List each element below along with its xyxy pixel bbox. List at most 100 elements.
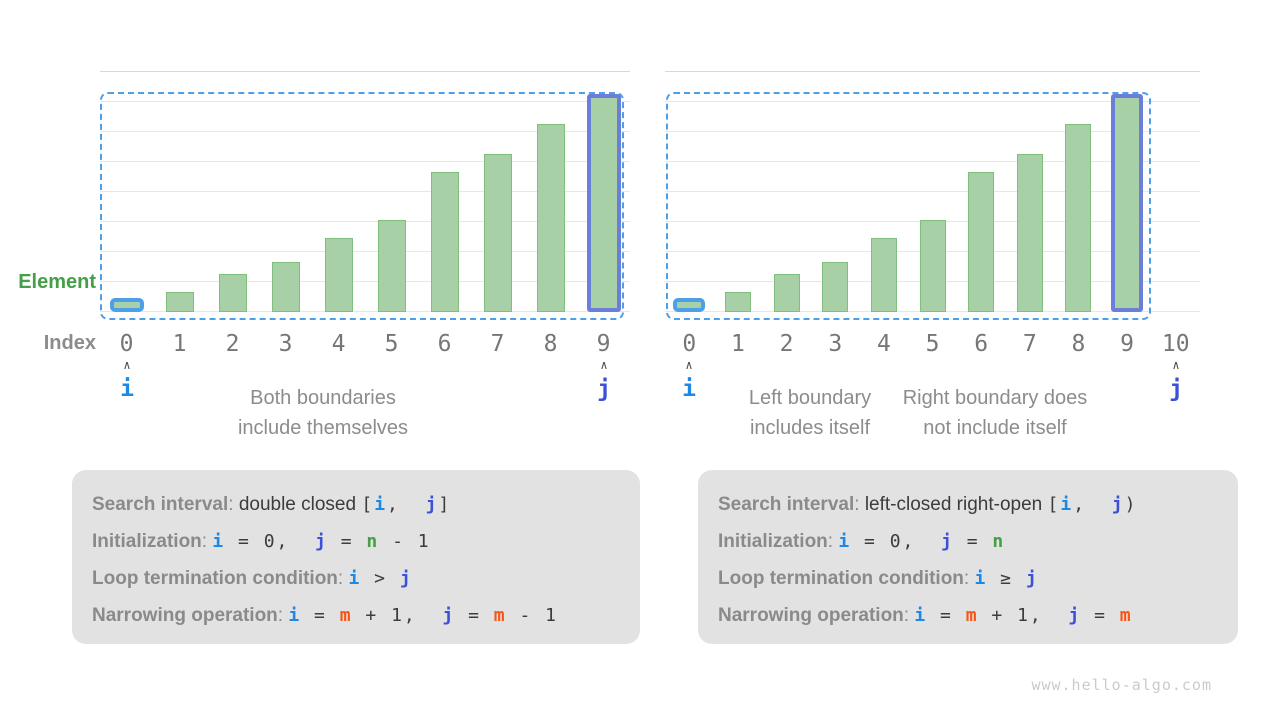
text-segment-n: n bbox=[366, 531, 380, 552]
index-label-0: 0 bbox=[682, 331, 697, 357]
text-segment-j: j bbox=[425, 494, 439, 515]
bar-slot-2 bbox=[206, 274, 259, 312]
bar-index-8 bbox=[1065, 124, 1092, 312]
caret-up-icon: ∧ bbox=[123, 358, 131, 372]
text-segment-i: i bbox=[1060, 494, 1074, 515]
text-segment-n: n bbox=[992, 531, 1006, 552]
index-label-10: 10 bbox=[1161, 331, 1190, 357]
bar-index-5 bbox=[377, 220, 406, 312]
text-segment-m: m bbox=[1119, 605, 1133, 626]
gridline bbox=[100, 281, 630, 282]
text-segment-i: i bbox=[212, 531, 226, 552]
index-label-5: 5 bbox=[925, 331, 940, 357]
index-label-6: 6 bbox=[974, 331, 989, 357]
caret-up-icon: ∧ bbox=[685, 358, 693, 372]
search-interval-dashed-box-right bbox=[666, 92, 1151, 320]
index-label-8: 8 bbox=[543, 331, 558, 357]
caption-line: Left boundary bbox=[748, 387, 872, 409]
text-segment-i: i bbox=[288, 605, 302, 626]
bar-slot-7 bbox=[471, 154, 524, 312]
index-label-3: 3 bbox=[278, 331, 293, 357]
text-segment-colon: : bbox=[903, 605, 915, 626]
text-segment-code: , bbox=[387, 494, 426, 515]
bar-index-3 bbox=[271, 262, 300, 312]
gridline bbox=[665, 71, 1200, 72]
text-segment-code: , bbox=[1073, 494, 1112, 515]
text-segment-m: m bbox=[965, 605, 979, 626]
info-box-line: Loop termination condition: i ≥ j bbox=[718, 560, 1238, 597]
text-segment-i: i bbox=[914, 605, 928, 626]
info-box-line: Search interval: left-closed right-open … bbox=[718, 486, 1238, 523]
index-label-4: 4 bbox=[331, 331, 346, 357]
gridline bbox=[665, 191, 1200, 192]
index-row-left: 0 1 2 3 4 5 6 7 8 9 bbox=[100, 330, 630, 358]
bar-slot-5 bbox=[908, 220, 957, 312]
pointer-j-left: ∧ j bbox=[582, 357, 626, 403]
caret-up-icon: ∧ bbox=[600, 358, 608, 372]
caption-line: include themselves bbox=[237, 417, 409, 439]
pointer-j-right: ∧ j bbox=[1154, 357, 1198, 403]
pointer-i-left: ∧ i bbox=[105, 357, 149, 403]
bar-index-0 bbox=[673, 298, 706, 312]
text-segment-code: = bbox=[301, 605, 340, 626]
bar-slot-7 bbox=[1005, 154, 1054, 312]
text-segment-code: = bbox=[1081, 605, 1120, 626]
text-segment-colon: : bbox=[277, 605, 289, 626]
text-segment-code: = bbox=[327, 531, 367, 552]
bar-row bbox=[100, 71, 630, 312]
text-segment-code: = bbox=[455, 605, 494, 626]
bar-slot-1 bbox=[714, 292, 763, 312]
text-segment-i: i bbox=[838, 531, 852, 552]
caption-both-boundaries: Both boundaries include themselves bbox=[173, 383, 473, 443]
gridline bbox=[100, 221, 630, 222]
bar-index-0 bbox=[109, 298, 144, 312]
text-segment-j: j bbox=[399, 568, 413, 589]
gridline bbox=[100, 131, 630, 132]
text-segment-label: Loop termination condition bbox=[92, 568, 338, 589]
text-segment-colon: : bbox=[827, 531, 839, 552]
gridline bbox=[100, 101, 630, 102]
bar-index-1 bbox=[724, 292, 751, 312]
info-box-line: Search interval: double closed [i, j] bbox=[92, 486, 640, 523]
text-segment-label: Narrowing operation bbox=[92, 605, 278, 626]
bar-index-7 bbox=[483, 154, 512, 312]
info-box-line: Narrowing operation: i = m + 1, j = m bbox=[718, 597, 1238, 634]
right-chart bbox=[665, 71, 1200, 320]
index-label-0: 0 bbox=[119, 331, 134, 357]
index-label-7: 7 bbox=[1022, 331, 1037, 357]
text-segment-label: Narrowing operation bbox=[718, 605, 904, 626]
index-label-8: 8 bbox=[1071, 331, 1086, 357]
text-segment-j: j bbox=[1111, 494, 1125, 515]
gridline bbox=[665, 161, 1200, 162]
info-box-line: Narrowing operation: i = m + 1, j = m - … bbox=[92, 597, 640, 634]
text-segment-label: Search interval bbox=[718, 494, 855, 515]
gridline bbox=[100, 191, 630, 192]
bar-slot-9 bbox=[577, 94, 630, 312]
index-label-7: 7 bbox=[490, 331, 505, 357]
text-segment-code: ≥ bbox=[987, 568, 1026, 589]
gridline bbox=[100, 251, 630, 252]
info-box-line: Loop termination condition: i > j bbox=[92, 560, 640, 597]
bar-slot-8 bbox=[524, 124, 577, 312]
index-axis-label: Index bbox=[43, 332, 96, 354]
gridline bbox=[100, 311, 630, 312]
pointer-j-label: j bbox=[597, 376, 611, 402]
index-label-2: 2 bbox=[779, 331, 794, 357]
bar-slot-0 bbox=[665, 298, 714, 312]
caption-line: Right boundary does bbox=[902, 387, 1088, 409]
text-segment-label: Initialization bbox=[92, 531, 202, 552]
text-segment-m: m bbox=[493, 605, 507, 626]
text-segment-code: [ bbox=[1047, 494, 1061, 515]
text-segment-j: j bbox=[315, 531, 328, 552]
text-segment-i: i bbox=[374, 494, 388, 515]
caption-right-boundary: Right boundary does not include itself bbox=[870, 383, 1120, 443]
text-segment-colon: : bbox=[854, 494, 865, 515]
index-label-9: 9 bbox=[596, 331, 611, 357]
caption-line: not include itself bbox=[923, 417, 1067, 439]
index-label-5: 5 bbox=[384, 331, 399, 357]
bar-index-8 bbox=[536, 124, 565, 312]
bar-slot-8 bbox=[1054, 124, 1103, 312]
index-label-9: 9 bbox=[1120, 331, 1135, 357]
text-segment-text: double closed bbox=[238, 494, 362, 515]
bar-slot-5 bbox=[365, 220, 418, 312]
